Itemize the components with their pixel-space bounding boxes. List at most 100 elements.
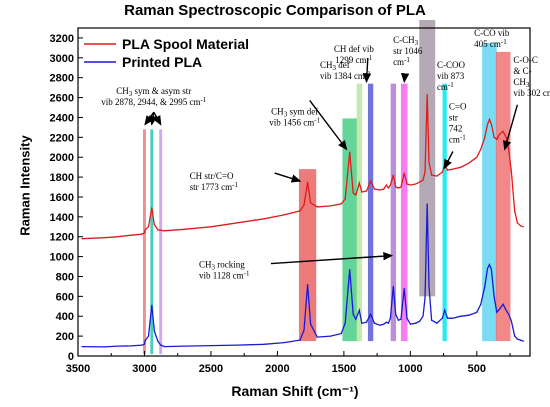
series-1-point-43 (403, 287, 405, 290)
y-tick-label-5: 1000 (50, 252, 74, 264)
series-1-point-8 (151, 304, 153, 306)
y-tick-label-11: 2200 (50, 132, 74, 144)
series-1-point-14 (210, 344, 212, 347)
series-1-point-26 (349, 268, 351, 271)
series-0-point-32 (370, 180, 372, 182)
series-1-point-11 (160, 344, 162, 346)
series-0-point-23 (329, 205, 332, 207)
series-0-point-18 (299, 210, 301, 212)
annotation-4-line-2: cm-1 (393, 56, 410, 67)
series-0-point-4 (141, 233, 143, 235)
series-0-point-14 (210, 226, 212, 228)
annotation-8-line-2: CH3 (513, 77, 530, 89)
series-0-point-29 (358, 182, 360, 184)
series-0-point-17 (283, 214, 285, 216)
annotation-0-arrow-1 (148, 111, 158, 126)
series-0-point-8 (151, 207, 153, 209)
annotation-6-arrow-0 (443, 151, 454, 170)
legend-label-0: PLA Spool Material (122, 36, 249, 52)
annotation-0-line-1: vib 2878, 2944, & 2995 cm-1 (101, 96, 207, 107)
series-1-point-73 (514, 335, 516, 337)
series-0-point-60 (476, 156, 478, 158)
series-1-point-28 (355, 318, 357, 320)
x-tick-label-4: 1500 (332, 363, 356, 375)
annotation-10-line-0: CH3 rocking (199, 260, 245, 272)
series-1-point-16 (263, 343, 265, 345)
series-0-point-10 (157, 229, 159, 231)
series-0-point-31 (365, 190, 368, 192)
series-1-point-56 (446, 317, 449, 319)
series-0-point-30 (361, 191, 363, 193)
series-0-point-3 (130, 234, 132, 236)
annotation-5-line-1: vib 873 (437, 71, 465, 81)
y-tick-label-12: 2400 (50, 112, 74, 124)
series-0-point-26 (349, 151, 351, 153)
annotation-8-arrow-0 (502, 104, 519, 151)
series-1-point-39 (392, 285, 394, 288)
series-1-point-35 (383, 323, 385, 325)
chart-title: Raman Spectroscopic Comparison of PLA (124, 2, 426, 19)
legend-label-1: Printed PLA (122, 54, 202, 70)
annotation-8-line-0: C-O-C (513, 55, 538, 65)
series-0-point-25 (344, 198, 346, 200)
series-0-point-1 (103, 237, 106, 239)
series-1-point-22 (316, 336, 318, 338)
annotation-5-line-2: cm-1 (437, 81, 454, 92)
highlight-band-10 (442, 83, 447, 342)
series-1-point-15 (236, 344, 239, 346)
series-1-point-55 (444, 309, 446, 311)
y-tick-label-14: 2800 (50, 73, 74, 85)
x-tick-label-5: 1000 (398, 363, 422, 375)
series-1-point-38 (389, 317, 392, 319)
series-1-point-44 (406, 317, 408, 319)
annotation-4-line-1: str 1046 (393, 46, 423, 56)
annotation-9-line-1: str 1773 cm-1 (190, 181, 239, 192)
series-1-point-69 (502, 303, 504, 305)
annotation-6-line-1: str (449, 113, 458, 123)
series-0-point-28 (355, 194, 357, 196)
series-0-point-57 (452, 168, 454, 170)
highlight-band-2 (159, 129, 163, 355)
y-tick-label-15: 3000 (50, 53, 74, 65)
series-1-point-3 (130, 345, 132, 347)
highlight-band-3 (298, 169, 317, 342)
annotation-10-arrow-0 (270, 251, 394, 265)
series-1-point-23 (329, 335, 332, 337)
series-1-point-52 (431, 319, 433, 321)
annotation-10-line-1: vib 1128 cm-1 (199, 270, 250, 281)
series-0-point-13 (183, 228, 185, 230)
series-1-point-36 (385, 321, 388, 323)
annotation-0-arrow-2 (152, 111, 162, 126)
annotation-1-line-1: vib 1456 cm-1 (269, 116, 320, 127)
series-0-point-22 (316, 206, 318, 208)
x-tick-label-6: 500 (468, 363, 486, 375)
series-0-point-33 (373, 188, 376, 190)
series-0-point-50 (426, 93, 428, 96)
series-0-point-9 (153, 224, 156, 226)
series-0-point-70 (505, 136, 507, 138)
plot-frame (77, 27, 531, 357)
series-1-point-17 (283, 341, 285, 344)
series-0-point-7 (147, 226, 150, 228)
series-1-point-63 (486, 267, 489, 270)
series-0-point-36 (385, 184, 388, 186)
series-1-point-31 (365, 321, 368, 323)
highlight-band-4 (342, 118, 358, 342)
series-0-point-40 (395, 186, 397, 188)
series-1-point-74 (516, 338, 518, 340)
annotation-8-line-1: & C- (513, 66, 531, 76)
series-1-point-60 (476, 311, 478, 313)
legend: PLA Spool Material Printed PLA (84, 36, 249, 70)
annotation-0-line-0: CH3 sym & asym str (116, 86, 191, 98)
series-0-point-41 (397, 187, 399, 189)
annotation-8-line-3: vib 302 cm-1 (513, 87, 550, 98)
series-1-point-65 (490, 268, 493, 271)
highlight-band-7 (390, 83, 396, 342)
series-0-point-12 (163, 230, 166, 232)
series-0-point-67 (496, 138, 498, 140)
series-1-point-72 (510, 320, 512, 322)
series-1-point-24 (340, 333, 342, 335)
series-1-point-7 (147, 335, 150, 337)
